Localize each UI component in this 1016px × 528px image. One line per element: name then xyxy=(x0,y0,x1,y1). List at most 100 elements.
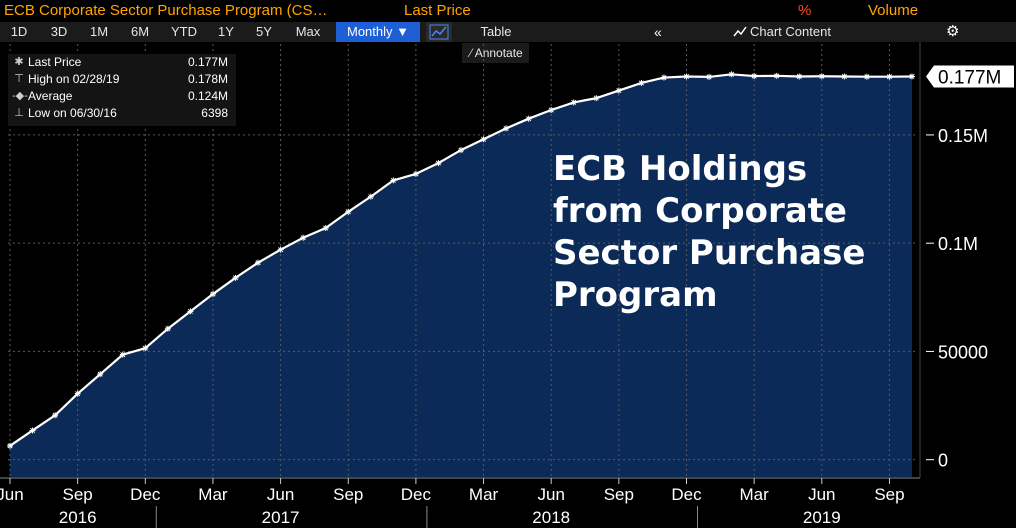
data-point-marker xyxy=(480,136,487,143)
data-point-marker xyxy=(818,73,825,80)
period-5y-button[interactable]: 5Y xyxy=(256,24,272,39)
legend-row-high[interactable]: ⊤ High on 02/28/19 0.178M xyxy=(8,72,236,89)
x-month-label: Jun xyxy=(267,485,294,504)
data-point-marker xyxy=(435,160,442,167)
data-point-marker xyxy=(660,74,667,81)
y-tick-label: 0.1M xyxy=(938,234,978,254)
legend-row-low[interactable]: ⊥ Low on 06/30/16 6398 xyxy=(8,106,236,123)
x-month-label: Sep xyxy=(874,485,904,504)
chart-legend: ✱ Last Price 0.177M ⊤ High on 02/28/19 0… xyxy=(8,54,236,126)
chart-annotation-line: from Corporate xyxy=(553,191,847,231)
frequency-dropdown[interactable]: Monthly ▼ xyxy=(336,22,420,42)
chart-annotation-line: Sector Purchase xyxy=(553,233,865,273)
last-price-field-label[interactable]: Last Price xyxy=(404,2,471,19)
data-point-marker xyxy=(570,99,577,106)
data-point-marker xyxy=(142,345,149,352)
data-point-marker xyxy=(683,73,690,80)
data-point-marker xyxy=(841,73,848,80)
x-month-label: Sep xyxy=(604,485,634,504)
title-bar: ECB Corporate Sector Purchase Program (C… xyxy=(0,0,1016,22)
data-point-marker xyxy=(412,170,419,177)
x-month-label: Mar xyxy=(740,485,770,504)
last-value-badge xyxy=(926,65,1014,88)
x-month-label: Jun xyxy=(537,485,564,504)
data-point-marker xyxy=(7,442,13,449)
chart-content-button[interactable]: Chart Content xyxy=(750,24,831,39)
asterisk-marker-icon: ✱ xyxy=(14,56,24,68)
data-point-marker xyxy=(367,193,374,200)
x-month-label: Dec xyxy=(671,485,702,504)
data-point-marker xyxy=(209,291,216,298)
data-point-marker xyxy=(232,274,239,281)
line-chart-icon xyxy=(429,24,449,40)
average-marker-icon: -◆- xyxy=(12,90,28,102)
data-point-marker xyxy=(796,73,803,80)
data-point-marker xyxy=(277,246,284,253)
last-value-label: 0.177M xyxy=(938,67,1001,88)
data-point-marker xyxy=(706,73,713,80)
data-point-marker xyxy=(97,371,104,378)
data-point-marker xyxy=(119,351,126,358)
data-point-marker xyxy=(458,147,464,154)
data-point-marker xyxy=(525,115,532,122)
security-title[interactable]: ECB Corporate Sector Purchase Program (C… xyxy=(4,2,328,19)
data-point-marker xyxy=(751,73,758,80)
x-month-label: Jun xyxy=(808,485,835,504)
chart-annotation-line: Program xyxy=(553,275,718,315)
legend-row-last-price[interactable]: ✱ Last Price 0.177M xyxy=(8,55,236,72)
data-point-marker xyxy=(638,79,645,86)
x-month-label: Jun xyxy=(0,485,24,504)
period-6m-button[interactable]: 6M xyxy=(130,24,150,39)
x-month-label: Sep xyxy=(333,485,363,504)
chart-toolbar: 1D 3D 1M 6M YTD 1Y 5Y Max Monthly ▼ Tabl… xyxy=(0,22,1016,42)
data-point-marker xyxy=(728,71,735,78)
low-marker-icon: ⊥ xyxy=(14,107,24,119)
data-point-marker xyxy=(345,208,352,215)
collapse-chevron-icon[interactable]: « xyxy=(654,24,662,40)
period-1d-button[interactable]: 1D xyxy=(10,24,28,39)
data-point-marker xyxy=(548,107,555,114)
annotate-button[interactable]: ⁄ Annotate xyxy=(462,43,529,63)
x-year-label: 2017 xyxy=(262,508,300,527)
legend-row-average[interactable]: -◆- Average 0.124M xyxy=(12,89,228,103)
data-point-marker xyxy=(255,259,262,266)
data-point-marker xyxy=(503,125,510,132)
data-point-marker xyxy=(29,427,36,434)
x-month-label: Dec xyxy=(130,485,161,504)
y-tick-label: 50000 xyxy=(938,342,988,362)
data-point-marker xyxy=(593,95,600,102)
x-year-label: 2016 xyxy=(59,508,97,527)
high-marker-icon: ⊤ xyxy=(14,73,24,85)
data-point-marker xyxy=(164,325,171,332)
y-tick-label: 0 xyxy=(938,451,948,471)
chart-content-icon xyxy=(730,22,750,42)
data-point-marker xyxy=(615,87,622,94)
period-1m-button[interactable]: 1M xyxy=(89,24,109,39)
data-point-marker xyxy=(300,234,307,241)
data-point-marker xyxy=(322,225,329,232)
period-1y-button[interactable]: 1Y xyxy=(218,24,234,39)
y-tick-label: 0.15M xyxy=(938,126,988,146)
x-month-label: Mar xyxy=(469,485,499,504)
period-max-button[interactable]: Max xyxy=(295,24,321,39)
data-point-marker xyxy=(773,72,780,79)
chart-type-button[interactable] xyxy=(426,22,452,42)
percent-field-label[interactable]: % xyxy=(798,2,812,19)
data-point-marker xyxy=(390,177,397,184)
x-month-label: Mar xyxy=(198,485,228,504)
pencil-icon: ⁄ xyxy=(470,46,473,60)
x-year-label: 2019 xyxy=(803,508,841,527)
volume-field-label[interactable]: Volume xyxy=(868,2,919,19)
data-point-marker xyxy=(909,73,915,80)
period-ytd-button[interactable]: YTD xyxy=(171,24,197,39)
chart-annotation-line: ECB Holdings xyxy=(553,149,807,189)
annotate-label: Annotate xyxy=(474,46,523,60)
period-3d-button[interactable]: 3D xyxy=(50,24,68,39)
data-point-marker xyxy=(74,390,81,397)
data-point-marker xyxy=(52,412,59,419)
gear-icon[interactable]: ⚙ xyxy=(946,23,960,40)
data-point-marker xyxy=(187,308,194,315)
table-button[interactable]: Table xyxy=(480,24,512,39)
data-point-marker xyxy=(886,73,893,80)
